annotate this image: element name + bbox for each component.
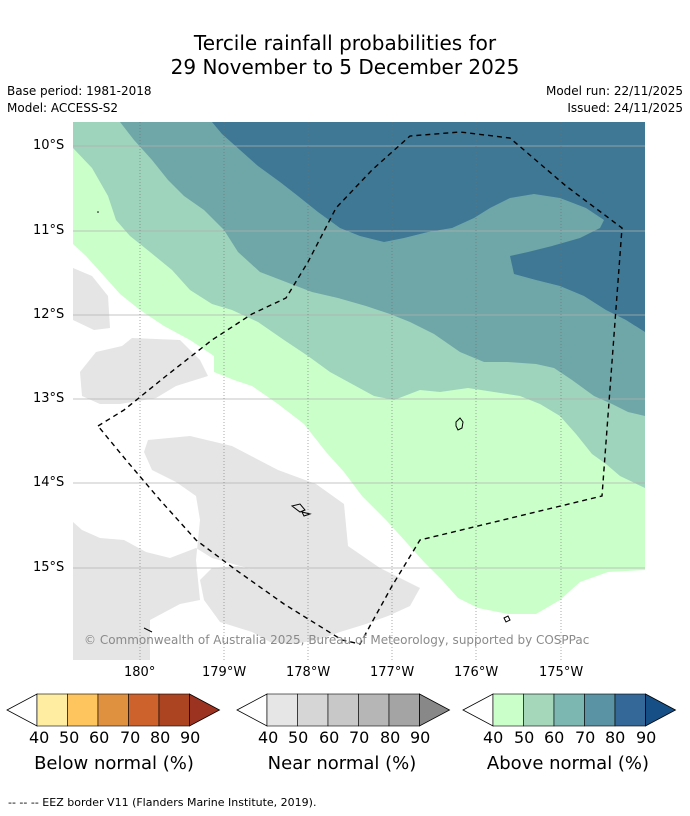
above-normal-70-80 xyxy=(212,122,645,332)
lat-tick: 12°S xyxy=(33,307,65,322)
model-name: Model: ACCESS-S2 xyxy=(7,101,119,115)
above-tick: 50 xyxy=(514,728,535,747)
island-outline-south xyxy=(290,503,312,517)
lat-tick: 10°S xyxy=(33,138,65,153)
gridlines xyxy=(73,145,645,569)
below-tick: 80 xyxy=(150,728,171,747)
near-colorbar-segment xyxy=(297,693,329,727)
above-colorbar-segment xyxy=(584,693,616,727)
near-colorbar-min-extend xyxy=(236,693,268,727)
model-run: Model run: 22/11/2025 xyxy=(545,84,683,98)
island-outline-west xyxy=(143,627,153,633)
map-title-line2: 29 November to 5 December 2025 xyxy=(170,55,520,79)
lon-tick: 179°W xyxy=(202,665,247,680)
lon-tick: 180° xyxy=(124,665,156,680)
above-tick: 80 xyxy=(605,728,626,747)
above-colorbar-segment xyxy=(553,693,585,727)
near-colorbar-segment xyxy=(358,693,390,727)
below-tick: 90 xyxy=(180,728,201,747)
island-outline-north xyxy=(455,417,464,431)
near-normal-area-west xyxy=(73,268,110,330)
near-colorbar-max-extend xyxy=(419,693,451,727)
copyright-notice: © Commonwealth of Australia 2025, Bureau… xyxy=(84,633,590,647)
below-colorbar-segment xyxy=(67,693,99,727)
eez-border xyxy=(96,131,623,645)
near-tick: 60 xyxy=(319,728,340,747)
above-normal-label: Above normal (%) xyxy=(486,753,650,774)
lat-tick: 14°S xyxy=(33,475,65,490)
below-colorbar-segment xyxy=(128,693,160,727)
below-colorbar-segment xyxy=(36,693,68,727)
lat-tick: 11°S xyxy=(33,223,65,238)
above-colorbar-min-extend xyxy=(462,693,494,727)
below-normal-label: Below normal (%) xyxy=(34,753,194,774)
lat-tick: 15°S xyxy=(33,560,65,575)
below-colorbar-segment xyxy=(97,693,129,727)
lon-tick: 178°W xyxy=(286,665,331,680)
below-colorbar-min-extend xyxy=(6,693,38,727)
above-tick: 90 xyxy=(636,728,657,747)
map-title-line1: Tercile rainfall probabilities for xyxy=(193,31,497,55)
eez-legend-note: -- -- -- EEZ border V11 (Flanders Marine… xyxy=(8,796,317,809)
near-colorbar-segment xyxy=(266,693,298,727)
near-tick: 80 xyxy=(380,728,401,747)
below-colorbar-max-extend xyxy=(189,693,221,727)
near-normal-area-central xyxy=(80,338,208,404)
near-colorbar-segment xyxy=(327,693,359,727)
above-tick: 70 xyxy=(575,728,596,747)
above-colorbar-max-extend xyxy=(645,693,677,727)
lon-tick: 177°W xyxy=(370,665,415,680)
lon-tick: 175°W xyxy=(539,665,584,680)
above-tick: 40 xyxy=(483,728,504,747)
above-colorbar-segment xyxy=(614,693,646,727)
below-tick: 50 xyxy=(59,728,80,747)
below-tick: 70 xyxy=(120,728,141,747)
above-colorbar-segment xyxy=(492,693,524,727)
near-colorbar-segment xyxy=(388,693,420,727)
near-tick: 40 xyxy=(258,728,279,747)
below-tick: 40 xyxy=(29,728,50,747)
base-period: Base period: 1981-2018 xyxy=(7,84,152,98)
near-tick: 90 xyxy=(410,728,431,747)
above-tick: 60 xyxy=(544,728,565,747)
near-normal-area-south xyxy=(73,436,420,660)
lat-tick: 13°S xyxy=(33,391,65,406)
lon-tick: 176°W xyxy=(454,665,499,680)
below-tick: 60 xyxy=(89,728,110,747)
above-colorbar-segment xyxy=(523,693,555,727)
near-tick: 70 xyxy=(349,728,370,747)
near-tick: 50 xyxy=(288,728,309,747)
below-colorbar-segment xyxy=(158,693,190,727)
island-outline-reef xyxy=(503,615,511,623)
issued-date: Issued: 24/11/2025 xyxy=(567,101,683,115)
near-normal-label: Near normal (%) xyxy=(267,753,417,774)
